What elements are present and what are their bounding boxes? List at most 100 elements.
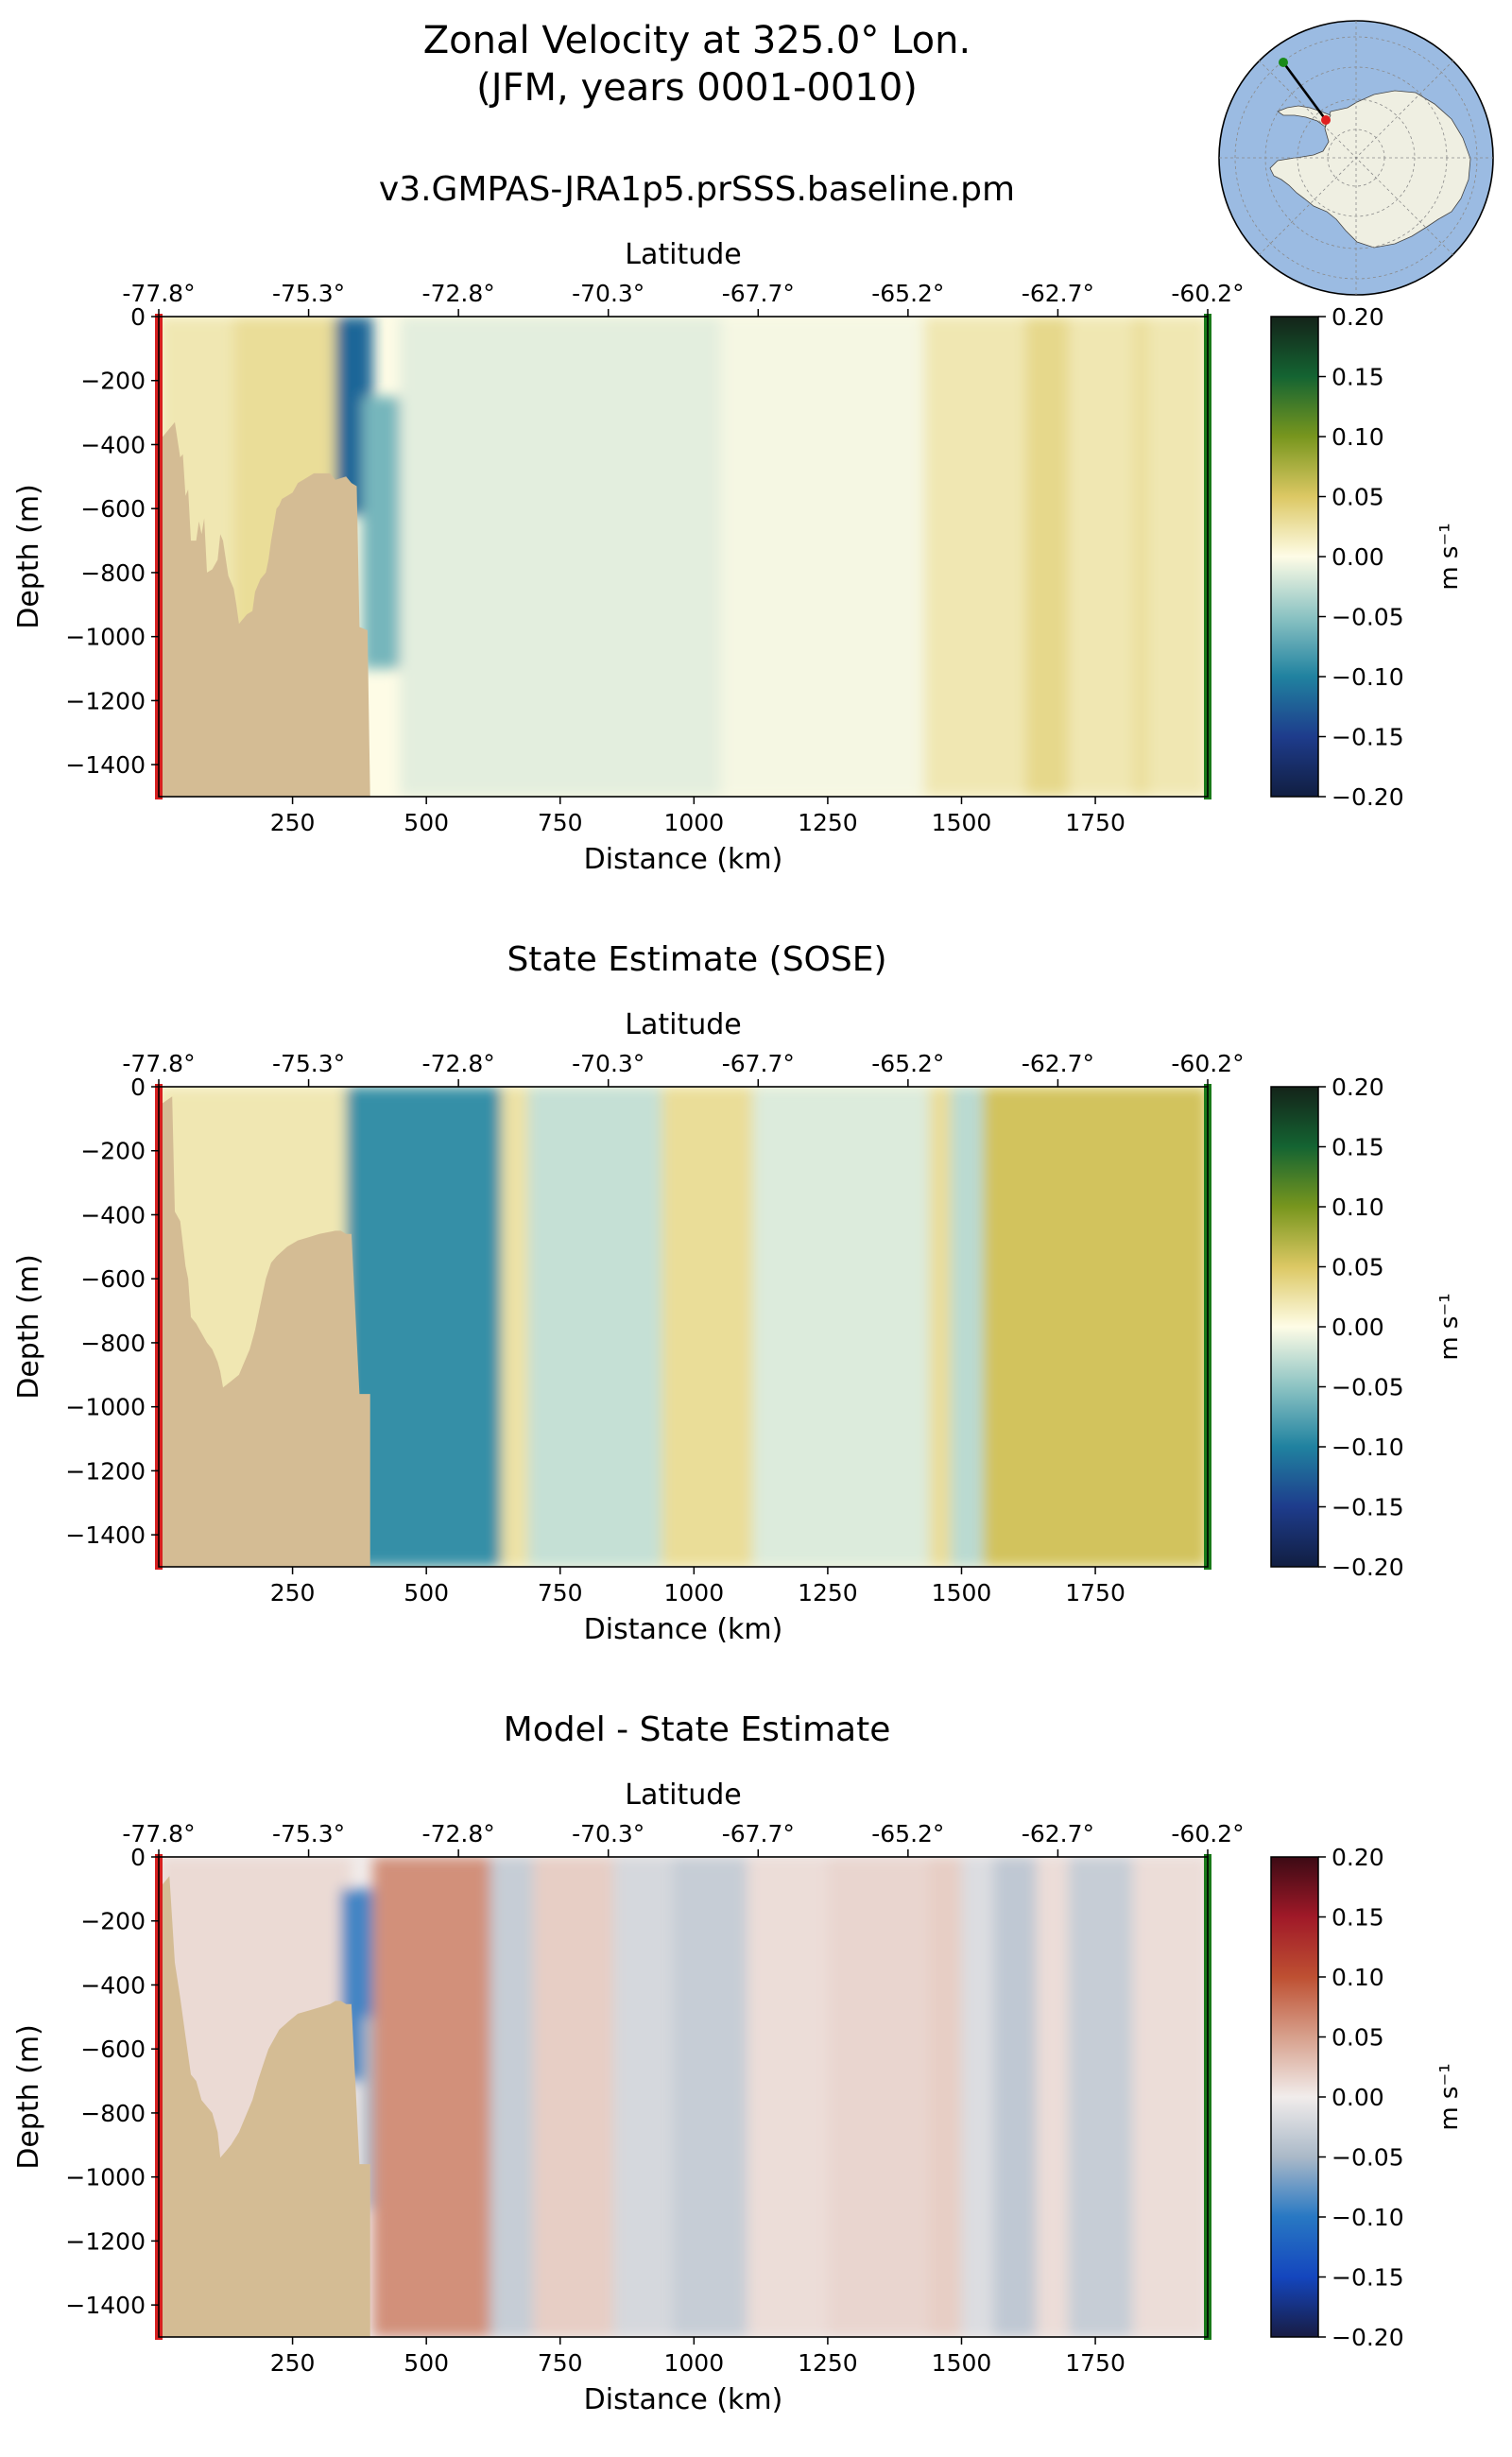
figure-title-line-1: Zonal Velocity at 325.0° Lon. xyxy=(422,19,971,62)
velocity-field-band-8 xyxy=(1132,317,1149,797)
velocity-field-band-8 xyxy=(747,1857,828,2337)
colorbar-tick-label: −0.05 xyxy=(1332,604,1404,631)
velocity-field-band-8 xyxy=(983,1087,1208,1567)
colorbar-tick-label: 0.05 xyxy=(1332,484,1384,511)
x-tick-label: 750 xyxy=(538,809,583,836)
y-tick-label: −600 xyxy=(80,2036,146,2063)
colorbar-label: m s⁻¹ xyxy=(1435,1293,1464,1360)
colorbar-tick-label: 0.10 xyxy=(1332,1964,1384,1991)
y-axis-label: Depth (m) xyxy=(12,2024,45,2170)
latitude-tick-label: -75.3° xyxy=(272,280,345,307)
y-tick-label: −600 xyxy=(80,495,146,523)
colorbar-tick-label: 0.00 xyxy=(1332,1314,1384,1341)
bathymetry-land xyxy=(159,1096,370,1567)
latitude-tick-label: -65.2° xyxy=(871,1820,944,1847)
bathymetry-land xyxy=(159,421,370,797)
latitude-tick-label: -72.8° xyxy=(422,280,495,307)
colorbar-tick-label: 0.15 xyxy=(1332,1134,1384,1161)
x-tick-label: 500 xyxy=(404,809,449,836)
latitude-tick-label: -60.2° xyxy=(1171,280,1244,307)
latitude-tick-label: -72.8° xyxy=(422,1820,495,1847)
panel-1-svg: 250 500 750 1000 1250 1500 1750 Distance (km) 0 −… xyxy=(12,1008,1464,1646)
colorbar xyxy=(1270,316,1319,798)
map-transect-end xyxy=(1321,115,1331,125)
latitude-tick-label: -65.2° xyxy=(871,280,944,307)
y-tick-label: −200 xyxy=(80,1908,146,1935)
y-tick-label: −200 xyxy=(80,1138,146,1165)
velocity-field-band-5 xyxy=(752,1087,930,1567)
inset-map-svg xyxy=(1218,20,1494,296)
x-tick-label: 1500 xyxy=(932,1579,992,1606)
y-tick-label: −1400 xyxy=(65,2292,146,2319)
x-tick-label: 250 xyxy=(270,2349,316,2377)
colorbar-tick-label: 0.20 xyxy=(1332,303,1384,331)
velocity-field-band-6 xyxy=(929,1087,952,1567)
colorbar-tick-label: −0.15 xyxy=(1332,2264,1404,2292)
x-axis-label: Distance (km) xyxy=(584,2383,783,2416)
colorbar-tick-label: 0.15 xyxy=(1332,1904,1384,1932)
colorbar xyxy=(1270,1856,1319,2338)
latitude-tick-label: -62.7° xyxy=(1022,1050,1094,1077)
x-tick-label: 500 xyxy=(404,2349,449,2377)
y-tick-label: −1400 xyxy=(65,751,146,779)
velocity-field-band-7 xyxy=(672,1857,747,2337)
velocity-field-band-3 xyxy=(362,396,405,669)
colorbar-tick-label: −0.15 xyxy=(1332,724,1404,751)
x-tick-label: 1250 xyxy=(798,1579,858,1606)
x-axis-label: Distance (km) xyxy=(584,843,783,876)
latitude-tick-label: -62.7° xyxy=(1022,1820,1094,1847)
y-tick-label: −400 xyxy=(80,1201,146,1228)
velocity-field-band-5 xyxy=(533,1857,614,2337)
y-tick-label: −1200 xyxy=(65,687,146,714)
map-transect-line xyxy=(1281,61,1328,121)
velocity-field-band-13 xyxy=(1036,1857,1069,2337)
velocity-field-band-7 xyxy=(1025,317,1069,797)
velocity-field-band-12 xyxy=(993,1857,1037,2337)
x-tick-label: 1750 xyxy=(1065,2349,1125,2377)
latitude-tick-label: -67.7° xyxy=(722,1050,795,1077)
colorbar-tick-label: −0.05 xyxy=(1332,2144,1404,2172)
velocity-field-band-14 xyxy=(1068,1857,1133,2337)
y-tick-label: 0 xyxy=(130,303,146,331)
latitude-tick-label: -60.2° xyxy=(1171,1820,1244,1847)
x-tick-label: 500 xyxy=(404,1579,449,1606)
x-tick-label: 250 xyxy=(270,1579,316,1606)
x-tick-label: 1750 xyxy=(1065,809,1125,836)
x-tick-label: 250 xyxy=(270,809,316,836)
x-tick-label: 1500 xyxy=(932,2349,992,2377)
colorbar-label: m s⁻¹ xyxy=(1435,523,1464,590)
latitude-axis-label: Latitude xyxy=(625,1008,741,1041)
velocity-field-band-3 xyxy=(372,1857,491,2337)
y-tick-label: 0 xyxy=(130,1074,146,1101)
y-tick-label: −800 xyxy=(80,559,146,587)
velocity-field-band-1 xyxy=(346,1087,502,1567)
y-tick-label: −800 xyxy=(80,1330,146,1357)
y-tick-label: −800 xyxy=(80,2100,146,2127)
y-tick-label: −1200 xyxy=(65,2227,146,2255)
velocity-field-band-4 xyxy=(399,317,721,797)
axes-frame xyxy=(158,1086,1209,1568)
velocity-field-band-4 xyxy=(490,1857,534,2337)
velocity-field-band-15 xyxy=(1132,1857,1208,2337)
latitude-tick-label: -72.8° xyxy=(422,1050,495,1077)
velocity-field-band-11 xyxy=(961,1857,994,2337)
latitude-tick-label: -67.7° xyxy=(722,280,795,307)
x-tick-label: 1750 xyxy=(1065,1579,1125,1606)
latitude-tick-label: -70.3° xyxy=(572,280,644,307)
colorbar-tick-label: −0.10 xyxy=(1332,663,1404,691)
y-tick-label: −1200 xyxy=(65,1457,146,1485)
velocity-field-band-3 xyxy=(527,1087,662,1567)
colorbar-tick-label: 0.15 xyxy=(1332,364,1384,391)
latitude-tick-label: -62.7° xyxy=(1022,280,1094,307)
y-tick-label: −600 xyxy=(80,1265,146,1293)
velocity-field-band-5 xyxy=(720,317,924,797)
x-tick-label: 1000 xyxy=(664,809,725,836)
latitude-tick-label: -77.8° xyxy=(122,280,195,307)
velocity-field-band-4 xyxy=(662,1087,753,1567)
x-tick-label: 1250 xyxy=(798,809,858,836)
y-tick-label: −400 xyxy=(80,431,146,458)
panel-difference-title: Model - State Estimate xyxy=(503,1710,891,1749)
y-tick-label: −200 xyxy=(80,368,146,395)
colorbar-tick-label: 0.05 xyxy=(1332,1254,1384,1281)
